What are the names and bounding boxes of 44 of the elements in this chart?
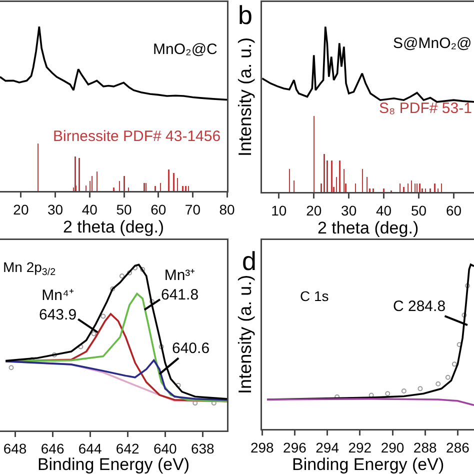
x-tick-label: 50 xyxy=(410,202,427,218)
x-tick-label: 60 xyxy=(150,201,166,218)
annotation: Mn 2p$_{3/2}$ xyxy=(3,259,56,278)
x-tick-label: 40 xyxy=(376,202,392,218)
x-axis-title: 2 theta (deg.) xyxy=(62,217,164,236)
x-tick-label: 642 xyxy=(116,440,140,457)
annotation: Mn³⁺ 641.8 xyxy=(161,267,199,304)
x-tick-label: 296 xyxy=(283,439,307,456)
x-tick-label: 290 xyxy=(380,439,404,456)
x-tick-label: 286 xyxy=(446,439,470,456)
text: S@MnO₂@ xyxy=(393,35,472,52)
y-axis-title: Intensity (a. u.) xyxy=(235,274,256,394)
x-tick-label: 646 xyxy=(40,440,64,457)
x-axis-title: 2 theta (deg.) xyxy=(318,218,419,238)
text: d xyxy=(242,246,256,276)
x-tick-label: 644 xyxy=(78,440,102,457)
annotation: C 1s xyxy=(300,288,329,304)
text: b xyxy=(238,0,252,30)
text: MnO₂@C xyxy=(153,41,218,58)
annotation: C 284.8 xyxy=(393,298,446,315)
x-tick-label: 640 xyxy=(153,440,178,457)
x-tick-label: 70 xyxy=(184,201,201,218)
annotation: 640.6 xyxy=(172,340,210,357)
x-tick-label: 648 xyxy=(3,440,27,457)
x-tick-label: 30 xyxy=(341,202,357,218)
x-tick-label: 40 xyxy=(82,201,98,218)
x-axis-title: Binding Energy (eV) xyxy=(37,455,190,474)
x-tick-label: 20 xyxy=(306,202,322,218)
x-tick-label: 298 xyxy=(250,439,274,456)
annotation: Mn⁴⁺ 643.9 xyxy=(39,287,77,324)
x-tick-label: 292 xyxy=(348,439,372,456)
x-axis-title: Binding Energy (eV) xyxy=(292,455,444,474)
x-tick-label: 638 xyxy=(190,440,215,457)
x-tick-label: 20 xyxy=(13,201,29,218)
x-tick-label: 288 xyxy=(413,439,437,456)
x-tick-label: 80 xyxy=(219,201,236,218)
x-tick-label: 294 xyxy=(316,439,340,456)
y-axis-title: Intensity (a. u.) xyxy=(235,37,256,156)
x-tick-label: 60 xyxy=(446,202,462,218)
text: S₈ PDF# 53-1 xyxy=(379,100,472,117)
x-tick-label: 50 xyxy=(116,201,132,218)
series-label: Birnessite PDF# 43-1456 xyxy=(53,128,221,145)
x-tick-label: 30 xyxy=(48,201,64,218)
x-tick-label: 10 xyxy=(271,202,287,218)
